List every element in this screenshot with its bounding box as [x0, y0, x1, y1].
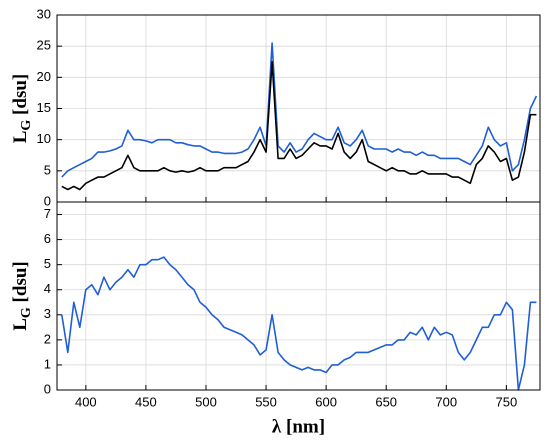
x-tick-label: 550: [255, 394, 277, 409]
data-line: [61, 42, 538, 178]
x-tick-label: 700: [435, 394, 457, 409]
y-tick-label: 3: [44, 306, 51, 321]
y-label-sub: G: [19, 120, 34, 131]
x-tick-label: 750: [496, 394, 518, 409]
y-tick-label: 5: [44, 162, 51, 177]
y-axis-label: LG [dsu]: [10, 261, 34, 331]
y-tick-label: 25: [37, 38, 51, 53]
y-tick-label: 30: [37, 6, 51, 21]
y-tick-label: 4: [44, 281, 51, 296]
y-tick-label: 0: [44, 193, 51, 208]
x-tick-label: 400: [75, 394, 97, 409]
x-tick-label: 450: [135, 394, 157, 409]
y-tick-label: 2: [44, 331, 51, 346]
y-tick-label: 1: [44, 356, 51, 371]
y-tick-label: 10: [37, 131, 51, 146]
y-label-unit: [dsu]: [10, 74, 31, 120]
x-tick-label: 650: [375, 394, 397, 409]
y-tick-label: 7: [44, 206, 51, 221]
y-tick-label: 0: [44, 381, 51, 396]
y-axis-label: LG [dsu]: [10, 74, 34, 144]
data-line: [61, 256, 537, 391]
y-tick-label: 6: [44, 231, 51, 246]
y-label-unit: [dsu]: [10, 261, 31, 307]
plot-area: [57, 202, 540, 390]
x-axis-label: λ [nm]: [272, 416, 325, 437]
y-label-main: L: [10, 318, 31, 331]
data-line: [61, 61, 537, 191]
x-tick-label: 600: [315, 394, 337, 409]
y-tick-label: 5: [44, 256, 51, 271]
y-tick-label: 15: [37, 100, 51, 115]
y-label-main: L: [10, 131, 31, 144]
y-label-sub: G: [19, 307, 34, 318]
y-tick-label: 20: [37, 69, 51, 84]
plot-frame: [56, 201, 541, 391]
x-tick-label: 500: [195, 394, 217, 409]
